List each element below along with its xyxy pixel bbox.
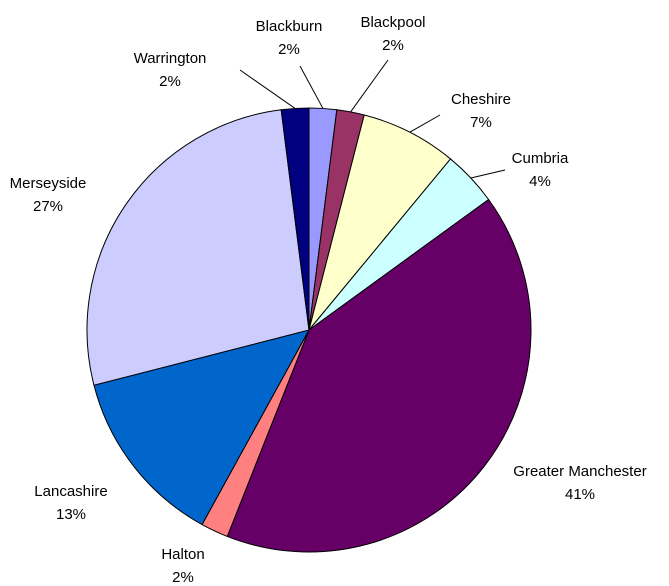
slice-value-label: 2% bbox=[172, 569, 194, 586]
slice-value-label: 7% bbox=[470, 114, 492, 131]
pie-slice bbox=[226, 198, 532, 553]
slice-value-label: 2% bbox=[278, 41, 300, 58]
pie-slice bbox=[280, 107, 310, 331]
pie-slice bbox=[93, 329, 310, 526]
slice-label: Lancashire bbox=[34, 483, 107, 500]
slice-label: Merseyside bbox=[10, 175, 87, 192]
leader-line bbox=[409, 114, 441, 133]
slice-value-label: 4% bbox=[529, 173, 551, 190]
slice-value-label: 41% bbox=[565, 486, 595, 503]
slice-value-label: 27% bbox=[33, 198, 63, 215]
slice-label: Greater Manchester bbox=[513, 463, 646, 480]
slice-label: Halton bbox=[161, 546, 204, 563]
leader-line bbox=[470, 169, 506, 179]
leader-line bbox=[239, 69, 296, 109]
pie-slice bbox=[86, 109, 310, 386]
slice-label: Blackburn bbox=[256, 18, 323, 35]
slice-value-label: 2% bbox=[382, 37, 404, 54]
leader-line bbox=[350, 59, 389, 113]
leader-line bbox=[299, 65, 324, 109]
slice-label: Blackpool bbox=[360, 14, 425, 31]
slice-value-label: 2% bbox=[159, 73, 181, 90]
slice-label: Cheshire bbox=[451, 91, 511, 108]
slice-label: Warrington bbox=[134, 50, 207, 67]
slice-value-label: 13% bbox=[56, 506, 86, 523]
slice-label: Cumbria bbox=[512, 150, 569, 167]
